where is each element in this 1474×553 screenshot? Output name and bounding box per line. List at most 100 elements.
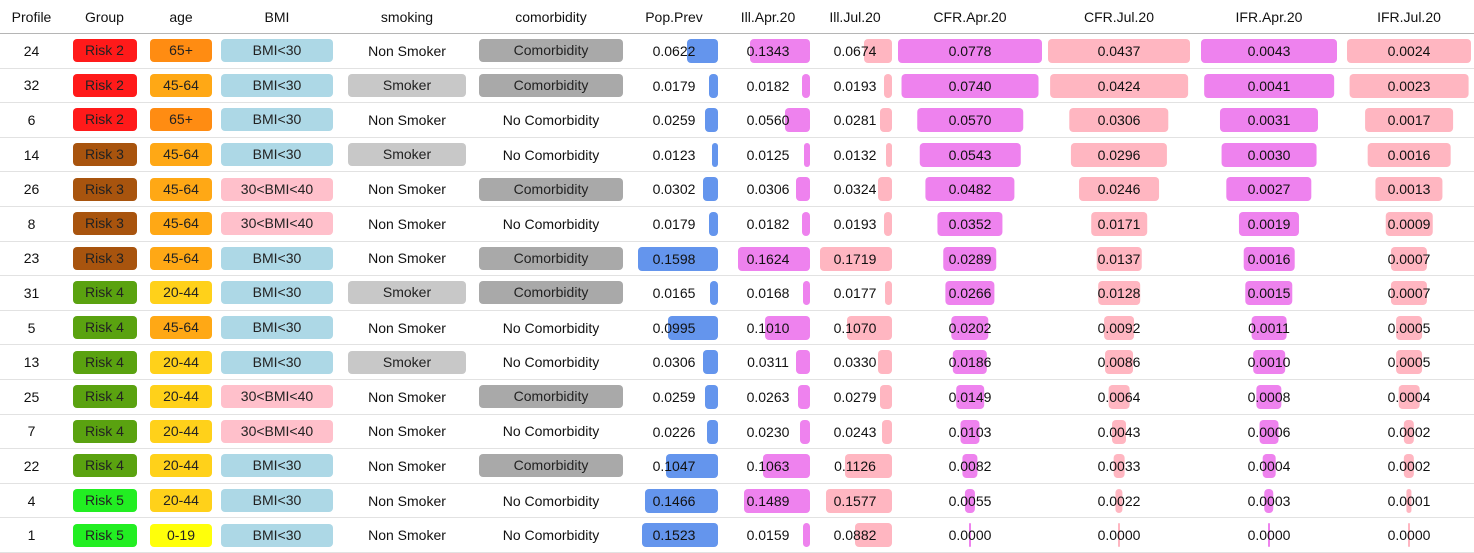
table-row[interactable]: 32 Risk 2 45-64 BMI<30 Smoker Comorbidity 0.01… bbox=[0, 68, 1474, 104]
cell-ill-apr20-bar bbox=[762, 454, 810, 479]
cell-ill-jul20-value: 0.0330 bbox=[833, 354, 877, 371]
cell-pop-prev: 0.1047 bbox=[626, 448, 722, 484]
cell-profile: 32 bbox=[0, 68, 63, 104]
cell-comorbidity-value: No Comorbidity bbox=[502, 319, 600, 336]
col-header-cfr-jul20[interactable]: CFR.Jul.20 bbox=[1044, 0, 1194, 34]
cell-bmi: BMI<30 bbox=[216, 310, 338, 346]
cell-profile: 23 bbox=[0, 241, 63, 277]
table-row[interactable]: 22 Risk 4 20-44 BMI<30 Non Smoker Comorbidity… bbox=[0, 448, 1474, 484]
table-row[interactable]: 8 Risk 3 45-64 30<BMI<40 Non Smoker No Comorb… bbox=[0, 206, 1474, 242]
cell-ifr-apr20: 0.0027 bbox=[1194, 171, 1344, 207]
col-header-group[interactable]: Group bbox=[63, 0, 146, 34]
cell-cfr-apr20-bar bbox=[898, 39, 1042, 63]
cell-cfr-jul20-bar bbox=[1104, 315, 1134, 340]
cell-comorbidity-value: No Comorbidity bbox=[502, 354, 600, 371]
col-header-comorbidity[interactable]: comorbidity bbox=[476, 0, 626, 34]
cell-profile: 5 bbox=[0, 310, 63, 346]
col-header-age[interactable]: age bbox=[146, 0, 216, 34]
cell-cfr-apr20: 0.0482 bbox=[896, 171, 1044, 207]
cell-pop-prev: 0.0306 bbox=[626, 344, 722, 380]
cell-ill-jul20: 0.1719 bbox=[814, 241, 896, 277]
cell-ill-apr20: 0.0263 bbox=[722, 379, 814, 415]
cell-pop-prev-bar bbox=[709, 281, 718, 306]
cell-smoking: Non Smoker bbox=[338, 517, 476, 553]
col-header-ifr-jul20[interactable]: IFR.Jul.20 bbox=[1344, 0, 1474, 34]
cell-profile-value: 32 bbox=[23, 77, 40, 94]
cell-ifr-apr20-value: 0.0010 bbox=[1247, 354, 1291, 371]
cell-ifr-apr20-bar bbox=[1256, 384, 1282, 409]
cell-ifr-apr20-bar bbox=[1264, 488, 1274, 513]
cell-profile-value: 14 bbox=[23, 146, 40, 163]
cell-ifr-apr20-value: 0.0041 bbox=[1247, 77, 1291, 94]
cell-pop-prev-bar bbox=[644, 488, 718, 513]
table-row[interactable]: 5 Risk 4 45-64 BMI<30 Non Smoker No Comorbidi… bbox=[0, 310, 1474, 346]
cell-smoking: Non Smoker bbox=[338, 33, 476, 69]
cell-ill-apr20-bar bbox=[785, 108, 810, 133]
cell-comorbidity: No Comorbidity bbox=[476, 517, 626, 553]
table-row[interactable]: 26 Risk 3 45-64 30<BMI<40 Non Smoker Comorbid… bbox=[0, 171, 1474, 207]
cell-cfr-jul20-value: 0.0437 bbox=[1097, 43, 1141, 59]
cell-group: Risk 3 bbox=[63, 137, 146, 173]
cell-ill-jul20: 0.0324 bbox=[814, 171, 896, 207]
cell-ill-jul20-bar bbox=[878, 177, 892, 202]
cell-comorbidity: Comorbidity bbox=[476, 33, 626, 69]
table-row[interactable]: 24 Risk 2 65+ BMI<30 Non Smoker Comorbidity 0.… bbox=[0, 33, 1474, 69]
cell-ifr-jul20-bar bbox=[1396, 315, 1422, 340]
cell-cfr-jul20-bar bbox=[1112, 419, 1126, 444]
cell-age: 20-44 bbox=[146, 379, 216, 415]
table-row[interactable]: 25 Risk 4 20-44 30<BMI<40 Non Smoker Comorbid… bbox=[0, 379, 1474, 415]
cell-ill-jul20-bar bbox=[847, 315, 892, 340]
cell-ill-jul20-value: 0.0279 bbox=[833, 388, 877, 405]
cell-ill-apr20-bar bbox=[765, 315, 810, 340]
cell-ill-jul20-value: 0.0324 bbox=[833, 181, 877, 198]
cell-bmi: BMI<30 bbox=[216, 241, 338, 277]
table-row[interactable]: 13 Risk 4 20-44 BMI<30 Smoker No Comorbidity 0… bbox=[0, 344, 1474, 380]
cell-ill-apr20-value: 0.1010 bbox=[746, 319, 790, 336]
cell-group-pill: Risk 2 bbox=[72, 73, 137, 97]
cell-smoking: Non Smoker bbox=[338, 310, 476, 346]
cell-ifr-jul20: 0.0009 bbox=[1344, 206, 1474, 242]
col-header-ill-apr20[interactable]: Ill.Apr.20 bbox=[722, 0, 814, 34]
table-row[interactable]: 23 Risk 3 45-64 BMI<30 Non Smoker Comorbidity… bbox=[0, 241, 1474, 277]
cell-smoking-value: Non Smoker bbox=[368, 492, 446, 509]
col-header-pop-prev[interactable]: Pop.Prev bbox=[626, 0, 722, 34]
cell-cfr-apr20-bar bbox=[943, 246, 997, 271]
cell-smoking: Non Smoker bbox=[338, 448, 476, 484]
cell-cfr-jul20-value: 0.0033 bbox=[1097, 458, 1141, 475]
col-header-cfr-apr20[interactable]: CFR.Apr.20 bbox=[896, 0, 1044, 34]
cell-group: Risk 4 bbox=[63, 344, 146, 380]
cell-comorbidity-pill: Comorbidity bbox=[479, 246, 623, 270]
cell-ifr-jul20-value: 0.0013 bbox=[1387, 181, 1431, 198]
cell-group: Risk 4 bbox=[63, 448, 146, 484]
cell-group: Risk 4 bbox=[63, 379, 146, 415]
cell-bmi: BMI<30 bbox=[216, 102, 338, 138]
col-header-ill-jul20[interactable]: Ill.Jul.20 bbox=[814, 0, 896, 34]
cell-ifr-apr20-bar bbox=[1268, 523, 1270, 548]
cell-cfr-apr20: 0.0149 bbox=[896, 379, 1044, 415]
table-row[interactable]: 31 Risk 4 20-44 BMI<30 Smoker Comorbidity 0.01… bbox=[0, 275, 1474, 311]
cell-age-pill: 20-44 bbox=[150, 419, 212, 443]
table-row[interactable]: 6 Risk 2 65+ BMI<30 Non Smoker No Comorbidity… bbox=[0, 102, 1474, 138]
cell-ifr-apr20-value: 0.0011 bbox=[1248, 319, 1290, 336]
cell-cfr-apr20-value: 0.0352 bbox=[948, 215, 992, 232]
cell-ill-jul20: 0.1577 bbox=[814, 483, 896, 519]
cell-ifr-apr20-bar bbox=[1243, 246, 1295, 271]
col-header-smoking[interactable]: smoking bbox=[338, 0, 476, 34]
table-row[interactable]: 4 Risk 5 20-44 BMI<30 Non Smoker No Comorbidi… bbox=[0, 483, 1474, 519]
cell-ifr-apr20-bar bbox=[1262, 454, 1276, 479]
col-header-bmi[interactable]: BMI bbox=[216, 0, 338, 34]
table-row[interactable]: 1 Risk 5 0-19 BMI<30 Non Smoker No Comorbidit… bbox=[0, 517, 1474, 553]
cell-ifr-jul20-value: 0.0007 bbox=[1387, 285, 1431, 302]
cell-age: 45-64 bbox=[146, 241, 216, 277]
cell-ill-apr20-bar bbox=[796, 350, 810, 375]
cell-cfr-jul20-value: 0.0137 bbox=[1097, 250, 1141, 267]
col-header-ifr-apr20[interactable]: IFR.Apr.20 bbox=[1194, 0, 1344, 34]
table-row[interactable]: 7 Risk 4 20-44 30<BMI<40 Non Smoker No Comorb… bbox=[0, 414, 1474, 450]
cell-ill-apr20-value: 0.0182 bbox=[746, 215, 790, 232]
cell-ifr-apr20: 0.0003 bbox=[1194, 483, 1344, 519]
cell-cfr-jul20-bar bbox=[1096, 246, 1142, 271]
col-header-profile[interactable]: Profile bbox=[0, 0, 63, 34]
cell-ifr-apr20-value: 0.0015 bbox=[1247, 285, 1291, 302]
table-row[interactable]: 14 Risk 3 45-64 BMI<30 Smoker No Comorbidity 0… bbox=[0, 137, 1474, 173]
cell-ill-apr20-value: 0.0159 bbox=[746, 527, 790, 544]
